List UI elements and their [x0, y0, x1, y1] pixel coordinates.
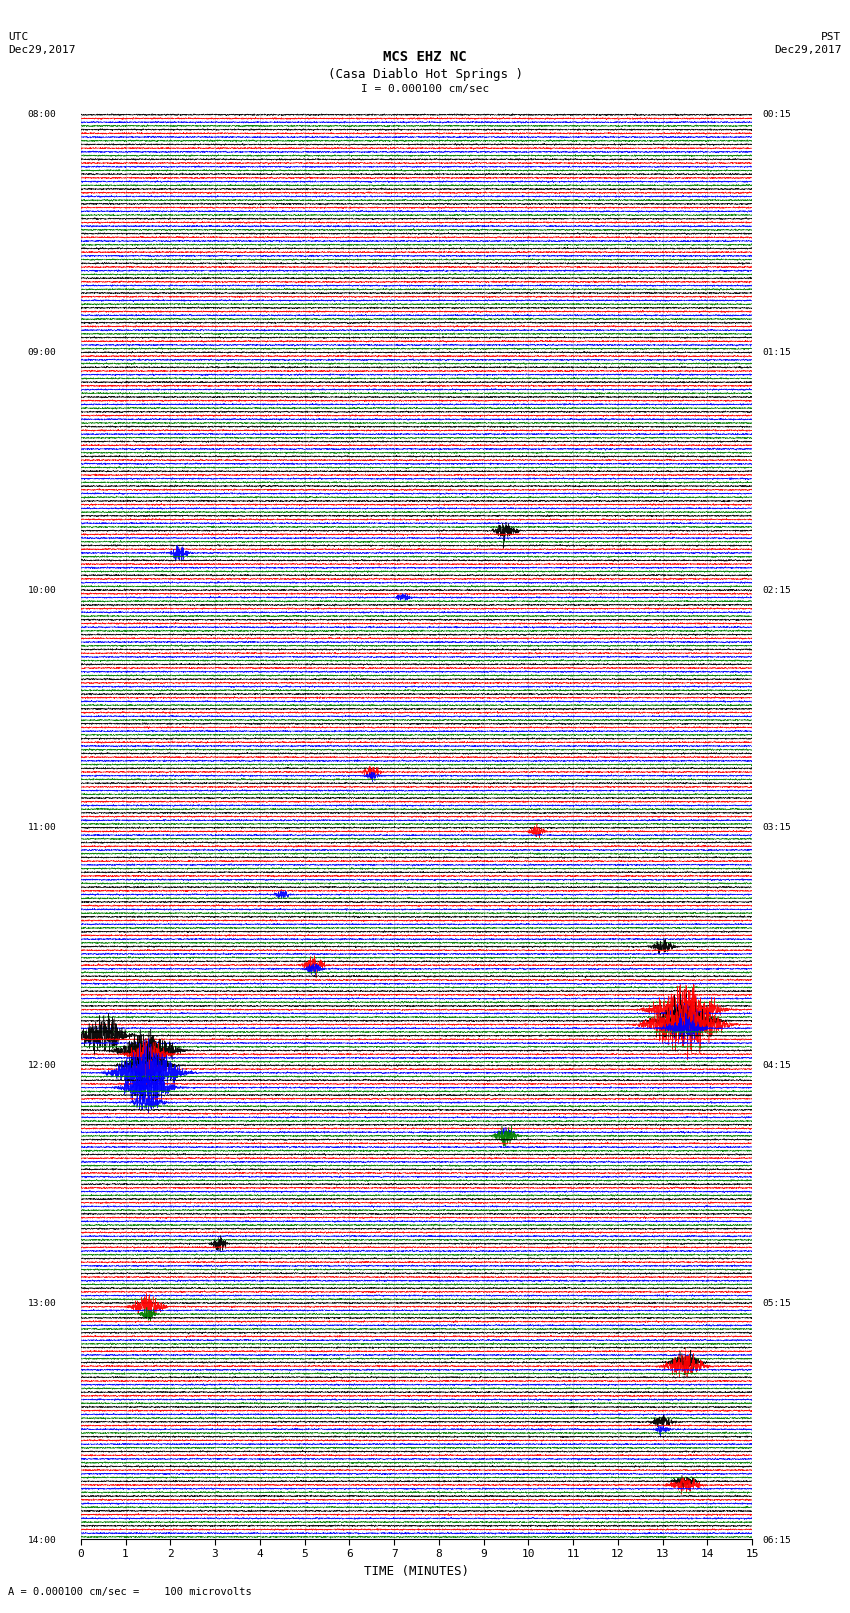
Text: 02:15: 02:15 [762, 586, 791, 595]
Text: 13:00: 13:00 [27, 1298, 56, 1308]
Text: MCS EHZ NC: MCS EHZ NC [383, 50, 467, 65]
Text: A = 0.000100 cm/sec =    100 microvolts: A = 0.000100 cm/sec = 100 microvolts [8, 1587, 252, 1597]
X-axis label: TIME (MINUTES): TIME (MINUTES) [364, 1565, 469, 1578]
Text: 03:15: 03:15 [762, 823, 791, 832]
Text: 14:00: 14:00 [27, 1536, 56, 1545]
Text: 04:15: 04:15 [762, 1061, 791, 1069]
Text: UTC
Dec29,2017: UTC Dec29,2017 [8, 32, 76, 55]
Text: PST
Dec29,2017: PST Dec29,2017 [774, 32, 842, 55]
Text: 06:15: 06:15 [762, 1536, 791, 1545]
Text: I = 0.000100 cm/sec: I = 0.000100 cm/sec [361, 84, 489, 94]
Text: 09:00: 09:00 [27, 348, 56, 356]
Text: 00:15: 00:15 [762, 110, 791, 119]
Text: 05:15: 05:15 [762, 1298, 791, 1308]
Text: (Casa Diablo Hot Springs ): (Casa Diablo Hot Springs ) [327, 68, 523, 81]
Text: 01:15: 01:15 [762, 348, 791, 356]
Text: 11:00: 11:00 [27, 823, 56, 832]
Text: 12:00: 12:00 [27, 1061, 56, 1069]
Text: 08:00: 08:00 [27, 110, 56, 119]
Text: 10:00: 10:00 [27, 586, 56, 595]
